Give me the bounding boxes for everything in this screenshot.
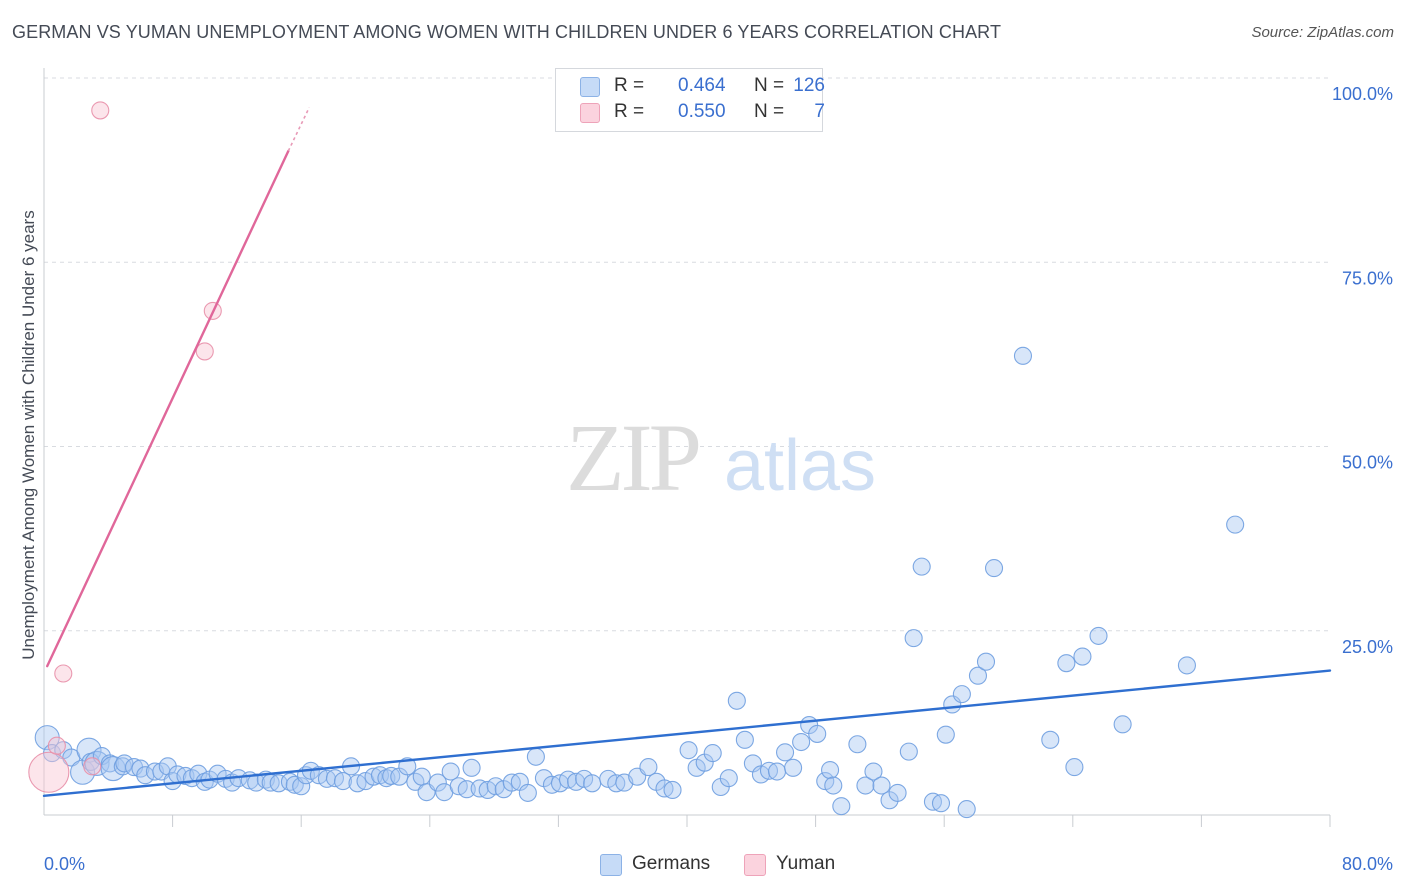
correlation-legend: R = 0.464 N = 126 R = 0.550 N = 7 — [555, 68, 825, 132]
point-germans — [1177, 656, 1196, 675]
point-germans — [719, 769, 738, 788]
point-germans — [912, 557, 931, 576]
chart-title: GERMAN VS YUMAN UNEMPLOYMENT AMONG WOMEN… — [12, 22, 1002, 42]
point-germans — [784, 758, 803, 777]
trend-lines — [42, 107, 1332, 798]
trendline-germans — [42, 669, 1332, 798]
data-points — [28, 101, 1245, 819]
point-germans — [904, 629, 923, 648]
point-germans — [398, 757, 417, 776]
point-germans — [115, 754, 134, 773]
point-germans — [872, 776, 891, 795]
legend-swatch-germans — [580, 77, 600, 97]
point-germans — [1013, 346, 1033, 365]
trendline-yuman-extension — [287, 107, 310, 152]
y-tick-label: 25.0% — [1342, 637, 1393, 657]
point-germans — [1089, 626, 1108, 645]
point-germans — [280, 772, 299, 791]
point-germans — [848, 735, 867, 754]
point-yuman — [195, 342, 214, 361]
point-germans — [639, 758, 658, 777]
point-germans — [808, 724, 827, 743]
source-credit: Source: ZipAtlas.com — [1251, 24, 1394, 41]
point-germans — [888, 783, 907, 802]
legend-r-label: R = — [614, 101, 645, 122]
watermark-zip: ZIP — [566, 404, 699, 511]
legend-swatch-yuman — [580, 103, 600, 123]
point-germans — [663, 780, 682, 799]
point-germans — [864, 762, 883, 781]
grid-lines — [44, 77, 1330, 632]
point-germans — [1226, 515, 1245, 534]
point-germans — [976, 652, 996, 671]
point-germans — [1073, 647, 1092, 666]
y-axis-label: Unemployment Among Women with Children U… — [19, 210, 38, 660]
legend-label-germans: Germans — [632, 853, 711, 874]
point-germans — [583, 774, 602, 793]
point-germans — [952, 685, 971, 704]
point-germans — [526, 747, 545, 766]
axes — [43, 68, 1331, 827]
point-germans — [1057, 654, 1076, 673]
legend-r-value-germans: 0.464 — [678, 75, 726, 96]
legend-swatch-yuman — [744, 854, 766, 876]
point-germans — [703, 744, 722, 763]
point-yuman — [28, 751, 70, 793]
trendline-yuman — [46, 149, 290, 668]
point-germans — [428, 773, 447, 792]
point-germans — [767, 762, 787, 781]
y-tick-label: 100.0% — [1332, 84, 1393, 104]
point-germans — [957, 800, 976, 819]
x-tick-label: 0.0% — [44, 854, 85, 874]
point-germans — [679, 741, 698, 760]
y-tick-label: 75.0% — [1342, 268, 1393, 288]
point-germans — [333, 772, 353, 791]
point-germans — [821, 760, 840, 780]
y-axis-label-wrap: Unemployment Among Women with Children U… — [12, 140, 46, 730]
point-yuman — [47, 736, 66, 755]
legend-n-value-germans: 126 — [793, 75, 825, 96]
tick-labels: 100.0% 75.0% 50.0% 25.0% 0.0% 80.0% — [44, 84, 1393, 874]
point-germans — [776, 743, 795, 762]
point-germans — [1065, 758, 1084, 777]
legend-swatch-germans — [600, 854, 622, 876]
legend-n-label: N = — [754, 101, 785, 122]
legend-label-yuman: Yuman — [776, 853, 836, 874]
point-germans — [931, 794, 951, 813]
point-yuman — [54, 664, 73, 683]
point-germans — [292, 777, 311, 796]
point-germans — [412, 767, 431, 786]
point-germans — [968, 666, 988, 685]
point-germans — [518, 783, 537, 802]
point-germans — [832, 797, 851, 816]
point-germans — [1041, 730, 1060, 749]
point-yuman — [83, 757, 102, 776]
point-germans — [1113, 715, 1132, 734]
point-germans — [984, 559, 1004, 578]
point-germans — [441, 762, 460, 781]
point-germans — [76, 737, 102, 763]
point-germans — [856, 776, 875, 795]
watermark-atlas: atlas — [724, 426, 876, 506]
legend-r-label: R = — [614, 75, 645, 96]
legend-r-value-yuman: 0.550 — [678, 101, 726, 122]
legend-n-value-yuman: 7 — [814, 101, 825, 122]
point-germans — [936, 725, 955, 744]
legend-n-label: N = — [754, 75, 785, 96]
point-germans — [462, 758, 481, 777]
point-germans — [824, 776, 843, 795]
point-germans — [792, 732, 811, 752]
point-germans — [735, 730, 754, 749]
point-yuman — [91, 101, 110, 120]
point-germans — [899, 742, 918, 761]
y-tick-label: 50.0% — [1342, 453, 1393, 473]
point-germans — [727, 691, 746, 710]
point-germans — [457, 780, 476, 799]
x-tick-label: 80.0% — [1342, 854, 1393, 874]
